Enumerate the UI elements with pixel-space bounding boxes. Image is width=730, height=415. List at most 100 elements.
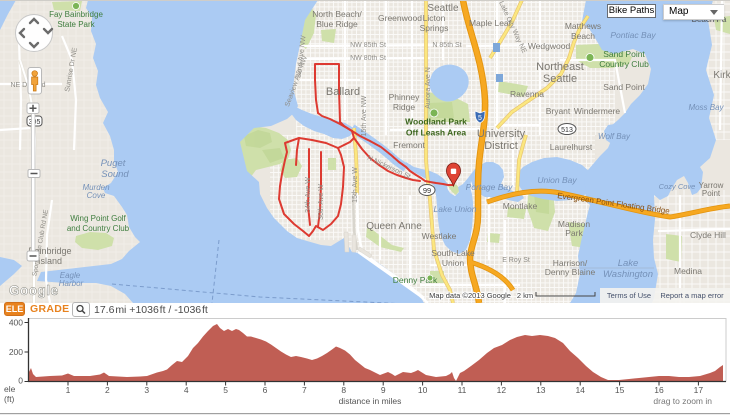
svg-text:Fay Bainbridge: Fay Bainbridge xyxy=(49,10,103,19)
svg-text:Portage Bay: Portage Bay xyxy=(466,182,514,192)
svg-text:Report a map error: Report a map error xyxy=(660,291,724,300)
svg-text:2 km: 2 km xyxy=(517,291,533,300)
svg-text:6: 6 xyxy=(263,385,268,395)
svg-text:Ridge: Ridge xyxy=(393,102,415,112)
svg-text:11: 11 xyxy=(458,385,467,395)
svg-text:Northeast: Northeast xyxy=(536,61,584,73)
svg-text:15: 15 xyxy=(615,385,625,395)
svg-text:5: 5 xyxy=(223,385,228,395)
svg-text:Maple Leaf: Maple Leaf xyxy=(469,18,512,28)
svg-text:Puget: Puget xyxy=(101,158,126,169)
svg-text:0: 0 xyxy=(18,376,23,386)
svg-text:distance in miles: distance in miles xyxy=(339,396,402,406)
svg-text:Springs: Springs xyxy=(420,23,449,33)
svg-text:12: 12 xyxy=(497,385,507,395)
svg-text:2: 2 xyxy=(105,385,110,395)
svg-text:Montlake: Montlake xyxy=(503,201,538,211)
svg-text:and Country Club: and Country Club xyxy=(67,224,130,233)
svg-text:Eagle: Eagle xyxy=(60,271,81,280)
svg-text:3: 3 xyxy=(144,385,149,395)
svg-text:10: 10 xyxy=(418,385,428,395)
svg-text:Sand Point: Sand Point xyxy=(603,49,645,59)
svg-text:N 85th St: N 85th St xyxy=(432,42,461,49)
svg-text:Woodland Park: Woodland Park xyxy=(405,117,467,127)
svg-text:NW 85th St: NW 85th St xyxy=(350,42,386,49)
svg-text:Map data ©2013 Google: Map data ©2013 Google xyxy=(429,291,511,300)
svg-text:Park: Park xyxy=(565,228,583,238)
svg-text:Lake Union: Lake Union xyxy=(433,204,476,214)
svg-text:Madison: Madison xyxy=(558,219,590,229)
svg-text:Island: Island xyxy=(38,256,62,266)
svg-text:9: 9 xyxy=(381,385,386,395)
svg-text:Union: Union xyxy=(442,258,464,268)
svg-text:Wing Point Golf: Wing Point Golf xyxy=(70,214,126,223)
svg-text:Murden: Murden xyxy=(82,183,110,192)
svg-text:Clyde Hill: Clyde Hill xyxy=(690,230,726,240)
svg-text:Bryant: Bryant xyxy=(546,106,571,116)
svg-text:7: 7 xyxy=(302,385,307,395)
svg-text:Seattle: Seattle xyxy=(427,3,459,14)
svg-text:Google: Google xyxy=(9,283,59,298)
svg-text:Wolf Bay: Wolf Bay xyxy=(598,132,631,141)
svg-text:Harbor: Harbor xyxy=(59,279,84,288)
svg-text:Sound: Sound xyxy=(101,169,129,180)
svg-text:Point: Point xyxy=(702,189,721,198)
svg-text:Sand Point: Sand Point xyxy=(603,82,645,92)
svg-text:Fremont: Fremont xyxy=(393,140,425,150)
svg-text:5: 5 xyxy=(478,115,482,122)
svg-text:34th Ave W: 34th Ave W xyxy=(305,177,312,213)
svg-text:Blue Ridge: Blue Ridge xyxy=(316,19,358,29)
svg-text:15th Ave W: 15th Ave W xyxy=(352,167,359,203)
svg-text:15th Ave NW: 15th Ave NW xyxy=(361,95,368,136)
svg-text:Westlake: Westlake xyxy=(422,231,457,241)
svg-text:drag to zoom in: drag to zoom in xyxy=(653,396,712,406)
svg-text:State Park: State Park xyxy=(57,20,95,29)
svg-text:Harrison/: Harrison/ xyxy=(553,258,588,268)
svg-text:Beach: Beach xyxy=(571,31,595,41)
svg-text:400: 400 xyxy=(9,318,23,328)
svg-text:Wedgwood: Wedgwood xyxy=(528,41,571,51)
svg-text:ele: ele xyxy=(4,384,16,394)
svg-text:Country Club: Country Club xyxy=(599,59,649,69)
svg-text:North Beach/: North Beach/ xyxy=(312,9,362,19)
svg-text:Yarrow: Yarrow xyxy=(699,181,724,190)
svg-text:13: 13 xyxy=(536,385,546,395)
svg-text:Phinney: Phinney xyxy=(389,92,420,102)
svg-text:E Roy St: E Roy St xyxy=(502,257,530,264)
svg-text:Off Leash Area: Off Leash Area xyxy=(406,128,466,138)
svg-text:Cozy Cove: Cozy Cove xyxy=(659,182,696,191)
svg-text:16: 16 xyxy=(654,385,664,395)
svg-text:South-Lake: South-Lake xyxy=(431,248,475,258)
svg-text:4: 4 xyxy=(184,385,189,395)
svg-text:Matthews: Matthews xyxy=(565,21,601,31)
svg-text:1: 1 xyxy=(66,385,71,395)
svg-text:Kirk: Kirk xyxy=(713,70,730,81)
svg-text:Windermere: Windermere xyxy=(574,106,621,116)
svg-text:Aurora Ave N: Aurora Ave N xyxy=(425,67,432,109)
svg-text:Greenwood: Greenwood xyxy=(378,13,422,23)
svg-text:NW 80th St: NW 80th St xyxy=(350,55,386,62)
svg-text:Denny Park: Denny Park xyxy=(393,275,438,285)
svg-text:200: 200 xyxy=(9,347,23,357)
svg-text:Pontiac Bay: Pontiac Bay xyxy=(610,30,656,40)
svg-text:Cove: Cove xyxy=(87,191,106,200)
svg-text:Denny Blaine: Denny Blaine xyxy=(545,267,596,277)
svg-text:17: 17 xyxy=(694,385,704,395)
svg-text:District: District xyxy=(484,140,518,152)
svg-text:Queen Anne: Queen Anne xyxy=(366,221,422,232)
svg-text:Licton: Licton xyxy=(423,13,446,23)
svg-text:Washington: Washington xyxy=(603,269,653,280)
svg-text:University: University xyxy=(477,128,526,140)
svg-text:Bainbridge: Bainbridge xyxy=(28,246,71,256)
svg-text:513: 513 xyxy=(561,127,573,134)
svg-text:30th Ave W: 30th Ave W xyxy=(318,184,325,220)
svg-text:(ft): (ft) xyxy=(4,394,15,404)
svg-text:14: 14 xyxy=(575,385,585,395)
svg-text:Medina: Medina xyxy=(674,266,702,276)
svg-text:Union Bay: Union Bay xyxy=(537,175,577,185)
svg-text:8: 8 xyxy=(341,385,346,395)
svg-text:Seattle: Seattle xyxy=(543,73,577,85)
svg-text:Laurelhurst: Laurelhurst xyxy=(550,142,593,152)
svg-text:Ravenna: Ravenna xyxy=(510,89,544,99)
svg-text:Ballard: Ballard xyxy=(326,86,360,98)
